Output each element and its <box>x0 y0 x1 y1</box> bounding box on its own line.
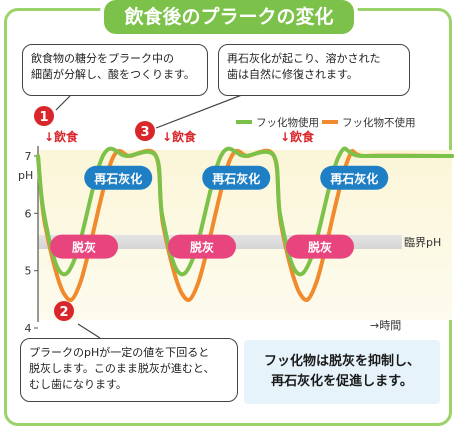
callout-3-line-2: 歯は自然に修復されます。 <box>227 68 358 81</box>
callout-demineralization: プラークのpHが一定の値を下回ると 脱灰します。このまま脱灰が進むと、 むし歯に… <box>20 338 238 402</box>
callout-2-line-1: プラークのpHが一定の値を下回ると <box>29 346 210 359</box>
x-axis-label: →時間 <box>370 319 401 332</box>
callout-1-line-2: 細菌が分解し、酸をつくります。 <box>31 68 195 81</box>
remineralization-label: 再石灰化 <box>330 171 378 186</box>
marker-2-label: 2 <box>59 305 68 320</box>
callout-2-pointer <box>77 323 101 339</box>
meal-event-label: ↓飲食 <box>162 129 197 144</box>
meal-events: ↓飲食 ↓飲食 ↓飲食 <box>44 129 315 144</box>
note-line-1: フッ化物は脱灰を抑制し、 <box>263 354 420 369</box>
demineralization-label: 脱灰 <box>72 240 96 255</box>
callout-acid-production: 飲食物の糖分をプラーク中の 細菌が分解し、酸をつくります。 <box>22 44 208 96</box>
demineralization-label: 脱灰 <box>308 240 332 255</box>
y-tick-label: 4 <box>25 322 32 335</box>
callout-2-line-2: 脱灰します。このまま脱灰が進むと、 <box>29 362 215 375</box>
callout-1-line-1: 飲食物の糖分をプラーク中の <box>31 52 174 65</box>
series-line-1 <box>36 148 454 302</box>
callout-2-line-3: むし歯になります。 <box>29 378 127 391</box>
legend: フッ化物使用 フッ化物不使用 <box>236 116 416 129</box>
note-line-2: 再石灰化を促進します。 <box>271 374 413 389</box>
title-tab: 飲食後のプラークの変化 <box>104 0 354 34</box>
demineralization-pill <box>168 234 237 259</box>
critical-ph-label: 臨界pH <box>404 236 441 249</box>
remineralization-pill <box>320 165 389 190</box>
marker-1: 1 <box>34 106 54 126</box>
callout-3-line-1: 再石灰化が起こり、溶かされた <box>227 52 381 65</box>
demineralization-pill <box>50 234 119 259</box>
legend-label: フッ化物使用 <box>256 116 319 129</box>
legend-label: フッ化物不使用 <box>342 116 416 129</box>
marker-3-label: 3 <box>140 125 149 140</box>
marker-1-label: 1 <box>39 110 48 125</box>
y-ticks: 7 6 5 4 <box>25 150 38 335</box>
y-tick-label: 7 <box>25 150 32 163</box>
meal-event-label: ↓飲食 <box>44 129 79 144</box>
remineralization-pill <box>84 165 153 190</box>
demineralization-label: 脱灰 <box>190 240 214 255</box>
fluoride-note: フッ化物は脱灰を抑制し、 再石灰化を促進します。 <box>244 340 440 404</box>
remineralization-label: 再石灰化 <box>212 171 260 186</box>
y-axis-label: pH <box>18 169 33 182</box>
remineralization-pill <box>202 165 271 190</box>
y-tick-label: 6 <box>25 207 32 220</box>
marker-3: 3 <box>135 121 155 141</box>
marker-2: 2 <box>54 301 74 321</box>
remineralization-label: 再石灰化 <box>94 171 142 186</box>
meal-event-label: ↓飲食 <box>280 129 315 144</box>
callout-remineralization: 再石灰化が起こり、溶かされた 歯は自然に修復されます。 <box>218 44 410 96</box>
y-tick-label: 5 <box>25 265 32 278</box>
callout-1-pointer <box>55 95 71 111</box>
demineralization-pill <box>286 234 355 259</box>
